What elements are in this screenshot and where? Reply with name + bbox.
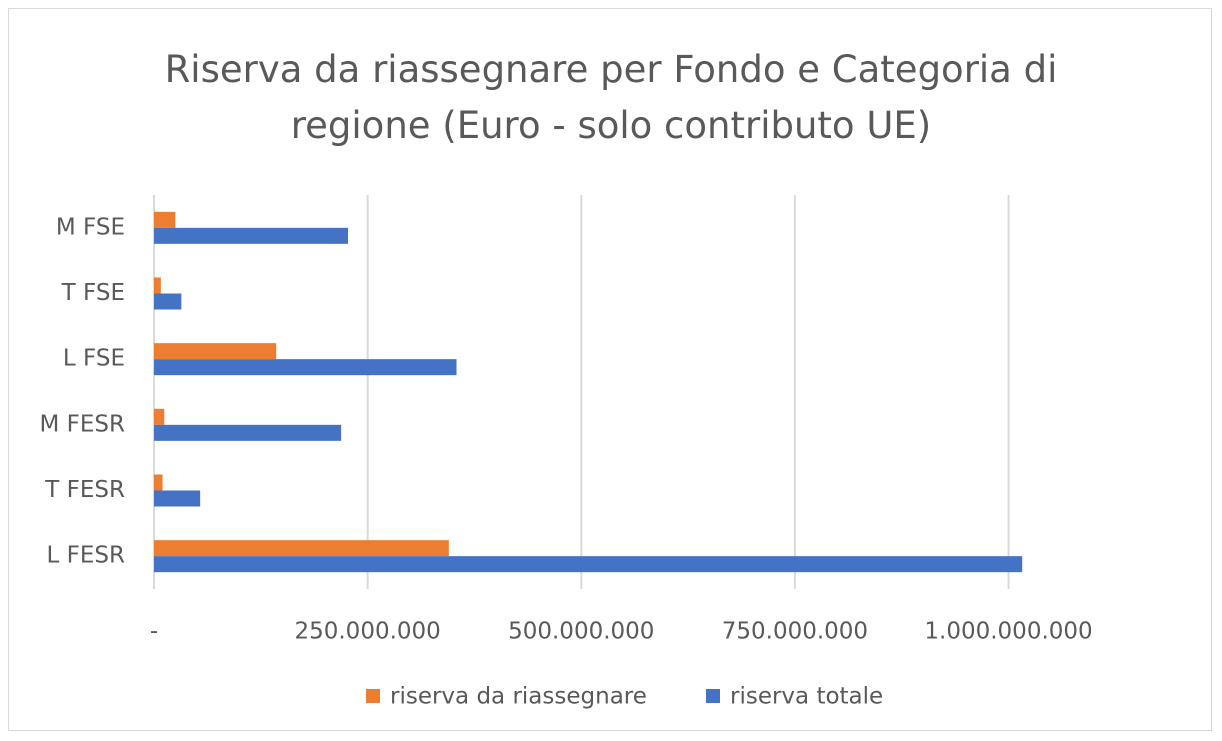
x-tick-label: 250.000.000: [294, 619, 440, 645]
legend-label: riserva da riassegnare: [390, 684, 647, 710]
bar: [154, 293, 182, 310]
y-tick-label: T FESR: [44, 477, 125, 503]
bar: [154, 424, 342, 441]
bar: [154, 556, 1023, 573]
x-tick-label: 750.000.000: [722, 619, 868, 645]
y-tick-label: M FSE: [56, 214, 125, 240]
bar: [154, 343, 277, 360]
y-tick-label: L FESR: [47, 543, 125, 569]
bar: [154, 540, 449, 557]
x-tick-label: -: [150, 619, 158, 645]
bar: [154, 490, 201, 507]
bar: [154, 408, 165, 425]
bar: [154, 211, 176, 228]
x-tick-label: 500.000.000: [508, 619, 654, 645]
legend-label: riserva totale: [730, 684, 883, 710]
x-tick-label: 1.000.000.000: [924, 619, 1092, 645]
bar: [154, 359, 457, 376]
legend-swatch: [366, 689, 380, 703]
y-tick-label: M FESR: [40, 411, 126, 437]
y-tick-label: T FSE: [61, 280, 125, 306]
chart-title: Riserva da riassegnare per Fondo e Categ…: [164, 48, 1058, 147]
bar: [154, 227, 348, 244]
chart-frame: [8, 8, 1212, 731]
bar: [154, 474, 163, 491]
legend-swatch: [706, 689, 720, 703]
bar: [154, 277, 161, 294]
y-tick-label: L FSE: [63, 346, 125, 372]
